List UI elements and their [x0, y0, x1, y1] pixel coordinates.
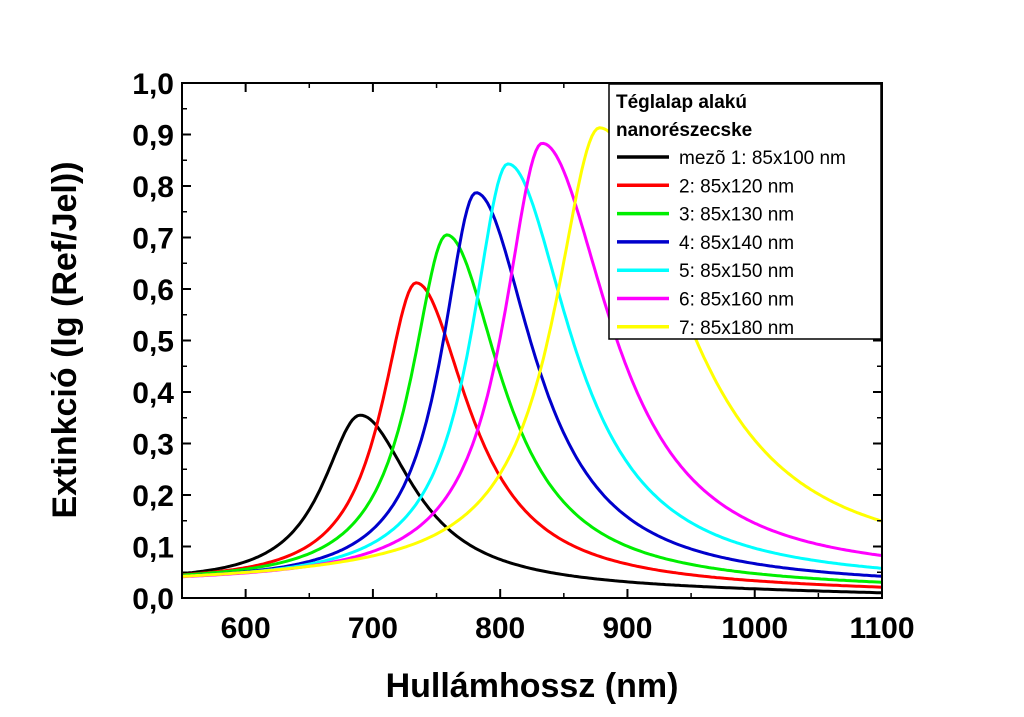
x-tick-label-600: 600: [221, 612, 271, 645]
y-tick-label-4: 0,4: [132, 377, 174, 410]
x-axis-title: Hullámhossz (nm): [386, 667, 679, 705]
x-tick-label-1000: 1000: [721, 612, 788, 645]
x-tick-label-1100: 1100: [849, 612, 914, 645]
legend-entry-5: 5: 85x150 nm: [679, 261, 794, 282]
y-tick-label-2: 0,2: [132, 480, 174, 513]
series-line-2: [182, 281, 882, 589]
x-tick-label-800: 800: [475, 612, 525, 645]
legend-box: [608, 83, 882, 340]
y-tick-label-8: 0,8: [132, 171, 174, 204]
series-line-4: [182, 191, 882, 578]
legend-entry-6: 6: 85x160 nm: [679, 290, 794, 311]
legend-title-line-1: Téglalap alakú: [616, 92, 747, 113]
y-tick-label-1: 0,1: [132, 532, 174, 565]
axes: 600 700 800 900 1000 1100 0,0 0,1 0,2 0,3 0,4 0,5 0,…: [132, 68, 914, 645]
series-line-7: [182, 126, 882, 578]
series-layer: [182, 126, 882, 595]
y-tick-label-9: 0,9: [132, 120, 174, 153]
x-tick-label-900: 900: [602, 612, 652, 645]
legend-entry-2: 2: 85x120 nm: [679, 176, 794, 197]
x-tick-label-700: 700: [348, 612, 398, 645]
legend-title-line-2: nanorészecske: [616, 120, 752, 141]
series-line-3: [182, 233, 882, 584]
y-tick-label-6: 0,6: [132, 274, 174, 307]
y-tick-label-7: 0,7: [132, 223, 174, 256]
series-line-1: [182, 413, 882, 595]
legend: Téglalap alakú nanorészecske mezõ 1: 85x10…: [608, 83, 882, 340]
y-tick-label-5: 0,5: [132, 326, 174, 359]
y-tick-label-10: 1,0: [132, 68, 174, 101]
y-tick-label-3: 0,3: [132, 429, 174, 462]
y-tick-label-0: 0,0: [132, 583, 174, 616]
legend-entry-1: mezõ 1: 85x100 nm: [679, 148, 846, 169]
legend-entry-3: 3: 85x130 nm: [679, 205, 794, 226]
legend-entry-4: 4: 85x140 nm: [679, 233, 794, 254]
legend-entry-7: 7: 85x180 nm: [679, 318, 794, 339]
y-axis-title: Extinkció (lg (Ref/Jel)): [46, 161, 84, 518]
